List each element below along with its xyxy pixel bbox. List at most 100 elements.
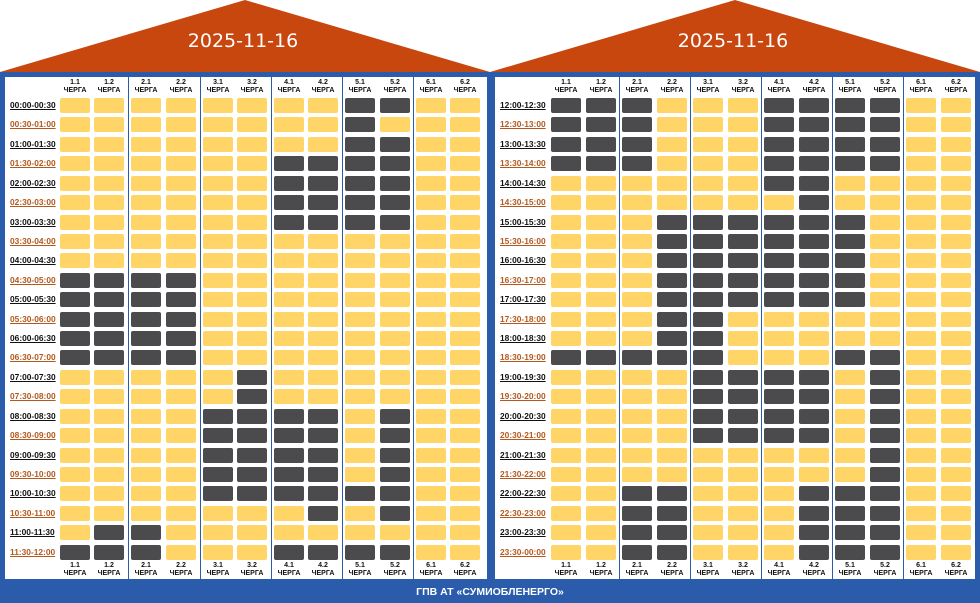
queue-header-top: 5.2 ЧЕРГА bbox=[377, 79, 413, 95]
queue-number: 6.1 bbox=[916, 79, 926, 86]
queue-group-separator bbox=[832, 77, 833, 579]
outage-cell bbox=[799, 156, 829, 172]
outage-cell bbox=[203, 428, 233, 444]
power-on-cell bbox=[551, 466, 581, 482]
power-on-cell bbox=[728, 98, 758, 113]
outage-cell bbox=[764, 117, 794, 133]
queue-group-separator bbox=[619, 77, 620, 579]
power-on-cell bbox=[728, 331, 758, 347]
outage-cell bbox=[131, 525, 161, 541]
outage-cell bbox=[551, 136, 581, 152]
time-slot-label: 21:30-22:00 bbox=[500, 468, 546, 479]
power-on-cell bbox=[728, 544, 758, 560]
power-on-cell bbox=[60, 466, 90, 482]
queue-word: ЧЕРГА bbox=[348, 87, 372, 94]
power-on-cell bbox=[416, 331, 446, 347]
queue-header-bottom: 1.1 ЧЕРГА bbox=[57, 562, 93, 578]
outage-cell bbox=[308, 408, 338, 424]
power-on-cell bbox=[274, 311, 304, 327]
outage-cell bbox=[799, 272, 829, 288]
queue-number: 2.2 bbox=[667, 562, 677, 569]
power-on-cell bbox=[657, 175, 687, 191]
outage-cell bbox=[237, 408, 267, 424]
time-slot-label: 10:00-10:30 bbox=[10, 488, 56, 499]
power-on-cell bbox=[835, 408, 865, 424]
power-on-cell bbox=[551, 253, 581, 269]
outage-cell bbox=[237, 486, 267, 502]
outage-cell bbox=[94, 544, 124, 560]
outage-cell bbox=[657, 544, 687, 560]
power-on-cell bbox=[622, 428, 652, 444]
outage-cell bbox=[308, 505, 338, 521]
power-on-cell bbox=[166, 233, 196, 249]
power-on-cell bbox=[835, 331, 865, 347]
queue-word: ЧЕРГА bbox=[554, 570, 578, 577]
outage-cell bbox=[203, 466, 233, 482]
power-on-cell bbox=[308, 233, 338, 249]
power-on-cell bbox=[764, 505, 794, 521]
time-slot-label: 18:30-19:00 bbox=[500, 352, 546, 363]
power-on-cell bbox=[799, 331, 829, 347]
power-on-cell bbox=[166, 447, 196, 463]
outage-cell bbox=[380, 156, 410, 172]
power-on-cell bbox=[416, 486, 446, 502]
power-on-cell bbox=[941, 272, 971, 288]
power-on-cell bbox=[728, 156, 758, 172]
outage-cell bbox=[799, 486, 829, 502]
power-on-cell bbox=[551, 331, 581, 347]
time-slot-label: 02:30-03:00 bbox=[10, 197, 56, 208]
outage-cell bbox=[166, 331, 196, 347]
power-on-cell bbox=[237, 214, 267, 230]
power-on-cell bbox=[131, 233, 161, 249]
queue-word: ЧЕРГА bbox=[240, 570, 264, 577]
outage-cell bbox=[764, 253, 794, 269]
queue-number: 3.1 bbox=[213, 562, 223, 569]
power-on-cell bbox=[94, 214, 124, 230]
outage-cell bbox=[870, 408, 900, 424]
queue-number: 2.1 bbox=[632, 79, 642, 86]
power-on-cell bbox=[622, 292, 652, 308]
power-on-cell bbox=[60, 525, 90, 541]
outage-cell bbox=[380, 408, 410, 424]
outage-cell bbox=[870, 466, 900, 482]
outage-cell bbox=[166, 292, 196, 308]
power-on-cell bbox=[345, 292, 375, 308]
power-on-cell bbox=[906, 156, 936, 172]
queue-header-top: 3.2 ЧЕРГА bbox=[234, 79, 270, 95]
power-on-cell bbox=[906, 350, 936, 366]
power-on-cell bbox=[586, 311, 616, 327]
power-on-cell bbox=[906, 428, 936, 444]
time-slot-label: 06:00-06:30 bbox=[10, 333, 56, 344]
power-on-cell bbox=[622, 447, 652, 463]
outage-cell bbox=[835, 505, 865, 521]
queue-word: ЧЕРГА bbox=[311, 87, 335, 94]
power-on-cell bbox=[308, 292, 338, 308]
power-on-cell bbox=[693, 505, 723, 521]
outage-cell bbox=[799, 175, 829, 191]
outage-cell bbox=[60, 272, 90, 288]
power-on-cell bbox=[586, 389, 616, 405]
power-on-cell bbox=[450, 350, 480, 366]
power-on-cell bbox=[308, 311, 338, 327]
power-on-cell bbox=[450, 233, 480, 249]
outage-cell bbox=[764, 175, 794, 191]
power-on-cell bbox=[450, 98, 480, 113]
power-on-cell bbox=[870, 214, 900, 230]
power-on-cell bbox=[551, 389, 581, 405]
power-on-cell bbox=[308, 253, 338, 269]
outage-cell bbox=[799, 195, 829, 211]
power-on-cell bbox=[450, 505, 480, 521]
outage-cell bbox=[799, 98, 829, 113]
power-on-cell bbox=[657, 98, 687, 113]
queue-word: ЧЕРГА bbox=[97, 570, 121, 577]
outage-cell bbox=[274, 214, 304, 230]
queue-header-bottom: 4.2 ЧЕРГА bbox=[796, 562, 832, 578]
queue-word: ЧЕРГА bbox=[944, 87, 968, 94]
power-on-cell bbox=[728, 136, 758, 152]
queue-number: 6.2 bbox=[951, 562, 961, 569]
queue-header-top: 1.1 ЧЕРГА bbox=[57, 79, 93, 95]
outage-cell bbox=[835, 272, 865, 288]
outage-cell bbox=[131, 292, 161, 308]
power-on-cell bbox=[380, 233, 410, 249]
queue-word: ЧЕРГА bbox=[838, 570, 862, 577]
